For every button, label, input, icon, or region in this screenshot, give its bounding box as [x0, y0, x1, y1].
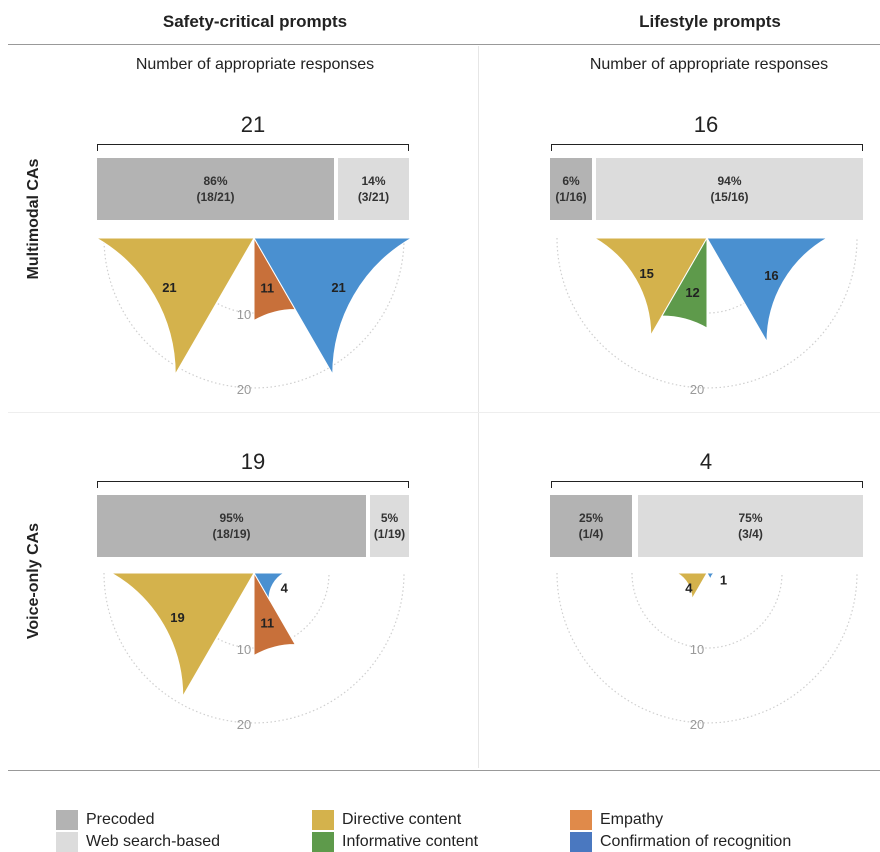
- legend: Precoded Web search-based Directive cont…: [56, 806, 856, 852]
- radial-tick-label: 20: [237, 382, 251, 397]
- legend-label: Empathy: [600, 811, 664, 828]
- legend-item-web: Web search-based: [56, 832, 220, 852]
- bar-pct: 5%: [380, 511, 399, 525]
- legend-label: Informative content: [342, 833, 479, 850]
- radial-tick-label: 20: [690, 382, 704, 397]
- header-divider: [8, 44, 880, 45]
- bar-precoded: 86% (18/21): [97, 158, 334, 220]
- polar-chart-voice-lifestyle: 10 20 4 1: [556, 572, 858, 732]
- radial-tick-label: 10: [690, 642, 704, 657]
- polar-sector-confirmation-of-recognition: [706, 237, 829, 344]
- bar-pct: 94%: [717, 174, 742, 188]
- polar-sector-label: 19: [170, 610, 184, 625]
- polar-sector-confirmation-of-recognition: [253, 237, 414, 377]
- column-title-safety: Safety-critical prompts: [162, 12, 348, 31]
- polar-sector-label: 4: [281, 581, 289, 596]
- panel-subtitle: Number of appropriate responses: [135, 56, 375, 73]
- legend-item-directive: Directive content: [312, 810, 461, 830]
- polar-sector-confirmation-of-recognition: [253, 572, 286, 601]
- bar-web: 75% (3/4): [638, 495, 863, 557]
- total-bracket: [97, 481, 409, 488]
- bar-frac: (18/21): [196, 190, 235, 204]
- radial-gridline: [631, 572, 783, 649]
- bar-frac: (3/21): [357, 190, 390, 204]
- panel-subtitle: Number of appropriate responses: [589, 56, 829, 73]
- legend-item-empathy: Empathy: [570, 810, 663, 830]
- legend-label: Directive content: [342, 811, 462, 828]
- legend-swatch: [56, 810, 78, 830]
- radial-gridline: [556, 572, 858, 724]
- bar-frac: (3/4): [738, 527, 763, 541]
- polar-sector-directive-content: [592, 237, 708, 338]
- bar-pct: 14%: [361, 174, 386, 188]
- row-title-multimodal: Multimodal CAs: [25, 158, 42, 280]
- bar-precoded: 95% (18/19): [97, 495, 366, 557]
- bar-frac: (15/16): [710, 190, 749, 204]
- polar-sector-label: 21: [331, 280, 345, 295]
- radial-gridline: [178, 572, 330, 649]
- legend-item-confirmation: Confirmation of recognition: [570, 832, 791, 852]
- column-title-lifestyle: Lifestyle prompts: [639, 12, 781, 31]
- total-count: 21: [240, 112, 266, 137]
- polar-sector-label: 16: [764, 268, 778, 283]
- radial-tick-label: 10: [237, 642, 251, 657]
- radial-tick-label: 20: [237, 717, 251, 732]
- bar-web: 5% (1/19): [370, 495, 409, 557]
- polar-sector-label: 12: [685, 285, 699, 300]
- row-title-voice: Voice-only CAs: [25, 522, 42, 640]
- polar-sector-informative-content: [661, 236, 708, 329]
- bar-web: 14% (3/21): [338, 158, 409, 220]
- legend-label: Web search-based: [86, 833, 220, 850]
- total-count: 16: [693, 112, 719, 137]
- legend-label: Confirmation of recognition: [600, 833, 792, 850]
- polar-sector-label: 4: [685, 581, 693, 596]
- bar-frac: (1/16): [555, 190, 587, 204]
- radial-tick-label: 20: [690, 717, 704, 732]
- bar-pct: 25%: [578, 511, 604, 525]
- total-count: 4: [699, 449, 713, 474]
- total-count: 19: [240, 449, 266, 474]
- legend-item-informative: Informative content: [312, 832, 478, 852]
- polar-chart-multimodal-safety: 10 20 21 11 21: [94, 236, 414, 397]
- total-bracket: [551, 481, 863, 488]
- polar-sector-confirmation-of-recognition: [706, 572, 717, 582]
- column-divider: [478, 46, 479, 768]
- polar-chart-multimodal-lifestyle: 1020151216: [556, 236, 858, 397]
- polar-sector-directive-content: [675, 572, 708, 601]
- polar-chart-voice-safety: 10 20 19 11 4: [103, 571, 405, 732]
- legend-swatch: [570, 832, 592, 852]
- polar-sector-empathy: [253, 571, 297, 657]
- polar-sector-label: 15: [639, 266, 653, 281]
- polar-sector-label: 21: [162, 280, 176, 295]
- bar-precoded: 25% (1/4): [550, 495, 632, 557]
- legend-swatch: [570, 810, 592, 830]
- polar-sector-directive-content: [94, 237, 255, 377]
- bar-pct: 95%: [219, 511, 244, 525]
- legend-swatch: [312, 832, 334, 852]
- polar-sector-label: 11: [260, 280, 274, 295]
- radial-tick-label: 10: [237, 307, 251, 322]
- polar-sector-directive-content: [109, 572, 255, 699]
- polar-sector-label: 11: [260, 615, 274, 630]
- bar-frac: (1/4): [578, 527, 604, 541]
- legend-swatch: [56, 832, 78, 852]
- footer-divider: [8, 770, 880, 771]
- legend-swatch: [312, 810, 334, 830]
- row-divider: [8, 412, 880, 413]
- bar-web: 94% (15/16): [596, 158, 863, 220]
- bar-frac: (1/19): [373, 527, 406, 541]
- bar-pct: 75%: [738, 511, 763, 525]
- bar-precoded: 6% (1/16): [550, 158, 592, 220]
- legend-item-precoded: Precoded: [56, 810, 155, 830]
- legend-label: Precoded: [86, 811, 155, 828]
- bar-pct: 86%: [203, 174, 228, 188]
- polar-sector-label: 1: [720, 573, 727, 588]
- bar-frac: (18/19): [212, 527, 251, 541]
- bar-pct: 6%: [562, 174, 580, 188]
- total-bracket: [97, 144, 409, 151]
- total-bracket: [551, 144, 863, 151]
